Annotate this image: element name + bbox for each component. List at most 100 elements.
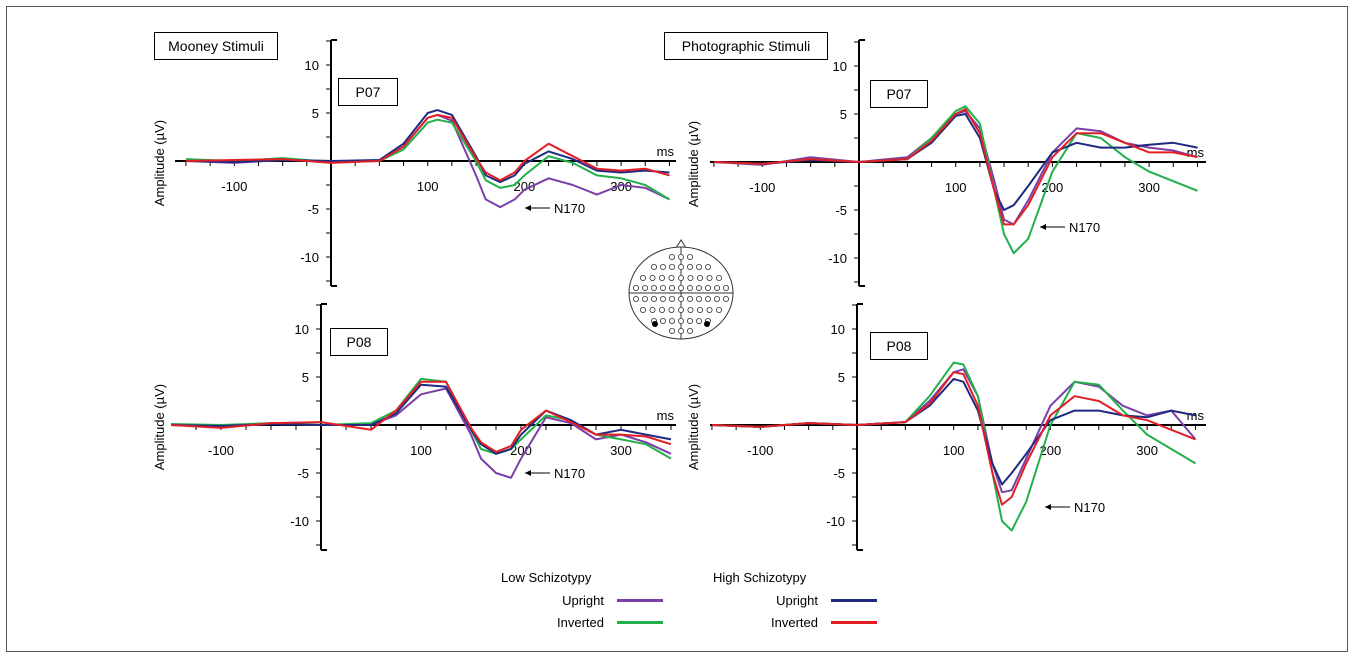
- y-tick-label: 5: [312, 106, 319, 121]
- x-tick-label: -100: [747, 443, 773, 458]
- x-tick-label: 200: [514, 179, 536, 194]
- electrode-dot: [706, 306, 713, 313]
- electrode-dot: [659, 274, 666, 281]
- x-tick-label: 100: [943, 443, 965, 458]
- legend-low-upright-label: Upright: [562, 593, 604, 608]
- electrode-dot: [649, 274, 656, 281]
- y-tick-label: 5: [302, 370, 309, 385]
- electrode-dot: [660, 284, 667, 291]
- electrode-dot: [651, 284, 658, 291]
- electrode-dot: [696, 263, 703, 270]
- x-tick-label: -100: [749, 180, 775, 195]
- legend-low-inverted-label: Inverted: [557, 615, 604, 630]
- electrode-dot: [678, 295, 685, 302]
- n170-annotation: N170: [1069, 220, 1100, 235]
- electrode-dot: [640, 274, 647, 281]
- series-line-high-schizotypy-inverted: [713, 108, 1198, 226]
- electrode-dot: [705, 284, 712, 291]
- x-tick-label: 300: [1136, 443, 1158, 458]
- y-tick-label: 10: [295, 322, 309, 337]
- electrode-dot: [678, 327, 685, 334]
- electrode-montage-head-icon: [628, 239, 734, 340]
- highlighted-electrode-dot: [704, 321, 710, 327]
- electrode-dot: [651, 295, 658, 302]
- n170-arrowhead: [525, 470, 531, 476]
- series-line-high-schizotypy-inverted: [185, 113, 670, 182]
- electrode-dot: [669, 295, 676, 302]
- x-axis-label: ms: [657, 408, 675, 423]
- electrode-label-mooney-p07: P07: [338, 78, 398, 106]
- series-line-high-schizotypy-upright: [185, 109, 670, 184]
- electrode-dot: [687, 274, 694, 281]
- photographic-stimuli-title: Photographic Stimuli: [664, 32, 828, 60]
- electrode-dot: [668, 306, 675, 313]
- chart-panel-photographic-p08: 10 5 -5 -10 -100 100 200 300 ms Amplitude (µV) N17…: [686, 303, 1206, 551]
- electrode-dot: [714, 295, 721, 302]
- y-axis-label: Amplitude (µV): [152, 120, 167, 206]
- x-tick-label: 100: [945, 180, 967, 195]
- electrode-dot: [705, 263, 712, 270]
- electrode-dot: [696, 317, 703, 324]
- y-axis-label: Amplitude (µV): [152, 384, 167, 470]
- x-tick-label: 200: [510, 443, 532, 458]
- series-line-low-schizotypy-upright: [711, 368, 1197, 494]
- n170-annotation: N170: [1074, 500, 1105, 515]
- y-tick-label: -5: [307, 202, 319, 217]
- electrode-dot: [678, 317, 685, 324]
- y-tick-label: -5: [833, 466, 845, 481]
- electrode-dot: [659, 306, 666, 313]
- highlighted-electrode-dot: [652, 321, 658, 327]
- electrode-dot: [687, 253, 694, 260]
- electrode-dot: [668, 274, 675, 281]
- n170-annotation: N170: [554, 201, 585, 216]
- electrode-label-mooney-p08: P08: [330, 328, 388, 356]
- series-line-low-schizotypy-upright: [170, 387, 672, 479]
- n170-arrowhead: [1045, 504, 1051, 510]
- n170-annotation: N170: [554, 466, 585, 481]
- electrode-dot: [660, 317, 667, 324]
- x-tick-label: -100: [208, 443, 234, 458]
- electrode-dot: [687, 317, 694, 324]
- legend-low-upright-swatch: [617, 599, 663, 602]
- y-axis-label: Amplitude (µV): [686, 121, 701, 207]
- y-tick-label: -10: [828, 251, 847, 266]
- electrode-dot: [669, 317, 676, 324]
- n170-arrowhead: [1040, 224, 1046, 230]
- electrode-dot: [669, 253, 676, 260]
- electrode-dot: [687, 263, 694, 270]
- y-tick-label: -5: [835, 203, 847, 218]
- electrode-dot: [633, 284, 640, 291]
- electrode-label-photographic-p07: P07: [870, 80, 928, 108]
- electrode-dot: [660, 295, 667, 302]
- electrode-dot: [687, 284, 694, 291]
- electrode-dot: [660, 263, 667, 270]
- electrode-dot: [640, 306, 647, 313]
- electrode-dot: [714, 284, 721, 291]
- figure-frame: [6, 6, 1348, 652]
- series-line-high-schizotypy-inverted: [711, 371, 1196, 506]
- electrode-dot: [687, 306, 694, 313]
- electrode-dot: [678, 253, 685, 260]
- x-tick-label: 300: [1138, 180, 1160, 195]
- electrode-dot: [678, 306, 685, 313]
- electrode-dot: [723, 284, 730, 291]
- electrode-dot: [678, 284, 685, 291]
- electrode-dot: [705, 295, 712, 302]
- electrode-dot: [633, 295, 640, 302]
- series-line-high-schizotypy-inverted: [170, 380, 672, 453]
- electrode-dot: [696, 295, 703, 302]
- electrode-dot: [697, 306, 704, 313]
- legend-high-upright-label: Upright: [776, 593, 818, 608]
- legend-high-schizotypy-header: High Schizotypy: [713, 570, 807, 585]
- electrode-dot: [669, 284, 676, 291]
- chart-panel-mooney-p07: 10 5 -5 -10 -100 100 200 300 ms Amplitude (µV) N17…: [152, 39, 676, 287]
- y-tick-label: 10: [831, 322, 845, 337]
- x-tick-label: 100: [410, 443, 432, 458]
- x-tick-label: -100: [221, 179, 247, 194]
- x-tick-label: 300: [610, 443, 632, 458]
- y-tick-label: -10: [826, 514, 845, 529]
- y-tick-label: 5: [838, 370, 845, 385]
- x-tick-label: 100: [417, 179, 439, 194]
